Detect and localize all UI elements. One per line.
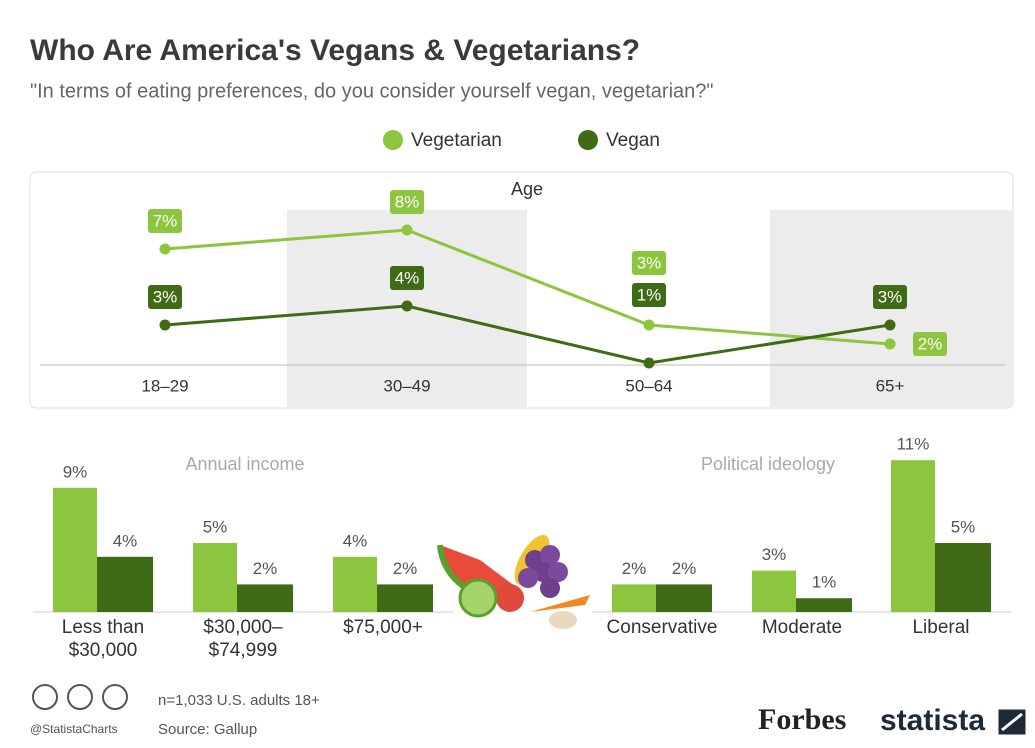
brand-logo: Forbes — [758, 703, 846, 736]
point — [159, 243, 171, 255]
x-tick-label: 50–64 — [625, 376, 672, 395]
chart-title: Age — [511, 179, 543, 199]
value-label: 8% — [395, 192, 420, 211]
value-label: 4% — [395, 268, 420, 287]
sample-note: n=1,033 U.S. adults 18+ — [158, 692, 320, 709]
value-badge — [632, 283, 666, 307]
value-label: 2% — [672, 559, 697, 578]
source-note: Source: Gallup — [158, 721, 257, 738]
bar — [333, 556, 377, 612]
title: Who Are America's Vegans & Vegetarians? — [30, 34, 640, 67]
bar — [377, 584, 433, 612]
line — [164, 304, 891, 365]
value-label: 4% — [113, 531, 138, 550]
value-label: 3% — [153, 287, 178, 306]
x-tick-label: $75,000+ — [343, 617, 423, 638]
bar — [612, 584, 656, 612]
value-label: 3% — [878, 287, 903, 306]
value-badge — [148, 285, 182, 309]
brand-mark — [995, 706, 1029, 738]
x-tick-label: Less than $30,000 — [61, 617, 145, 661]
point — [884, 319, 896, 331]
x-tick-label: 30–49 — [383, 376, 430, 395]
point — [643, 319, 655, 331]
point — [401, 224, 413, 236]
value-label: 11% — [897, 435, 930, 454]
value-label: 1% — [637, 285, 662, 304]
value-badge — [913, 332, 947, 356]
value-label: 9% — [63, 462, 88, 481]
point — [159, 319, 171, 331]
value-label: 2% — [622, 559, 647, 578]
point — [643, 357, 655, 369]
chart-title: Political ideology — [701, 454, 835, 474]
bar — [97, 556, 153, 612]
value-label: 2% — [393, 559, 418, 578]
value-label: 4% — [343, 531, 368, 550]
bar — [656, 584, 712, 612]
x-tick-label: 65+ — [876, 376, 905, 395]
produce-illustration — [437, 535, 590, 629]
x-tick-label: 18–29 — [141, 376, 188, 395]
value-badge — [390, 190, 424, 214]
line — [164, 228, 891, 346]
x-tick-label: Liberal — [912, 617, 970, 638]
license-icons — [32, 684, 128, 710]
point — [401, 300, 413, 312]
subtitle: "In terms of eating preferences, do you … — [30, 80, 713, 102]
bar — [935, 543, 991, 612]
value-label: 1% — [812, 573, 837, 592]
handle: @StatistaCharts — [30, 722, 118, 736]
x-tick-label: Conservative — [606, 617, 718, 638]
value-label: 2% — [918, 334, 943, 353]
chart-title: Annual income — [185, 454, 304, 474]
legend-label: Vegan — [606, 130, 660, 151]
x-tick-label: $30,000–$74,999 — [203, 617, 283, 661]
value-label: 7% — [153, 211, 178, 230]
bar — [796, 598, 852, 612]
bar — [237, 584, 293, 612]
legend-swatch — [578, 130, 598, 150]
value-label: 5% — [203, 517, 228, 536]
point — [884, 338, 896, 350]
legend-label: Vegetarian — [411, 130, 502, 151]
bar — [891, 460, 935, 612]
value-label: 5% — [951, 517, 976, 536]
value-label: 3% — [762, 545, 787, 564]
legend-swatch — [383, 130, 403, 150]
value-badge — [148, 209, 182, 233]
value-badge — [390, 266, 424, 290]
bar — [53, 487, 97, 612]
value-label: 2% — [253, 559, 278, 578]
bar — [752, 570, 796, 612]
bar — [193, 543, 237, 612]
value-label: 3% — [637, 253, 662, 272]
x-tick-label: Moderate — [761, 617, 843, 638]
value-badge — [873, 285, 907, 309]
brand-logo: statista — [880, 704, 985, 737]
value-badge — [632, 251, 666, 275]
